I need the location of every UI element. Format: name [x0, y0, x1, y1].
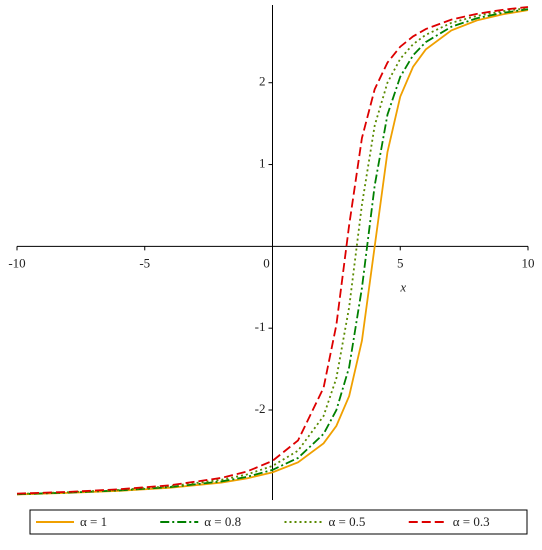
y-tick-label: 1: [259, 156, 266, 171]
data-line: [16, 6, 529, 495]
x-tick-label: 0: [263, 255, 270, 270]
legend-box: [29, 509, 528, 535]
y-tick-label: 2: [259, 74, 266, 89]
data-line: [16, 8, 529, 496]
x-tick-label: 10: [522, 255, 535, 270]
legend-label: α = 0.3: [453, 514, 490, 529]
legend-label: α = 0.5: [329, 514, 366, 529]
data-line: [16, 7, 529, 495]
y-tick-label: -1: [255, 319, 266, 334]
legend: α = 1 α = 0.8 α = 0.5 α = 0.3: [29, 509, 528, 535]
legend-label: α = 0.8: [204, 514, 241, 529]
legend-label: α = 1: [80, 514, 107, 529]
x-axis-label: x: [399, 279, 406, 294]
y-tick-label: -2: [255, 401, 266, 416]
x-tick-label: -5: [139, 255, 150, 270]
x-tick-label: 5: [397, 255, 404, 270]
x-tick-label: -10: [8, 255, 25, 270]
